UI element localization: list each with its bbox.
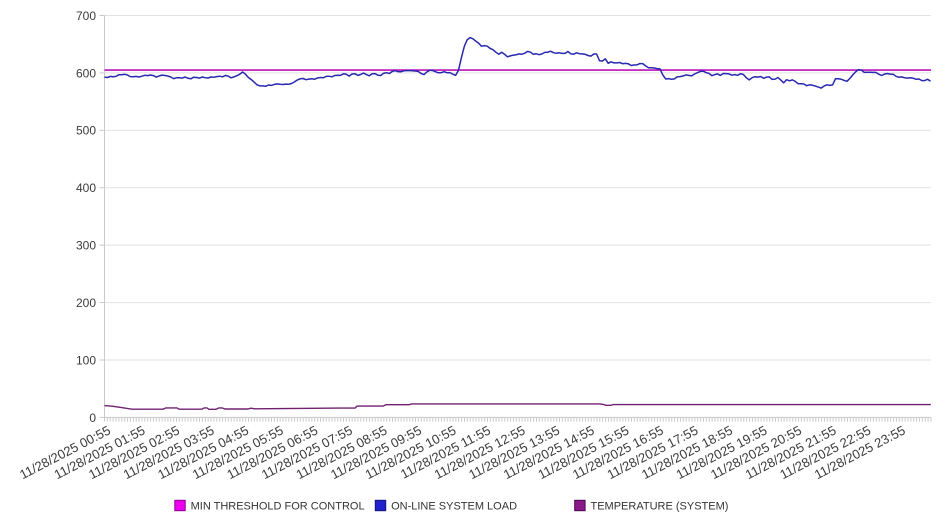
- svg-text:100: 100: [76, 353, 96, 367]
- svg-text:MIN THRESHOLD FOR CONTROL: MIN THRESHOLD FOR CONTROL: [191, 500, 365, 512]
- svg-text:TEMPERATURE (SYSTEM): TEMPERATURE (SYSTEM): [591, 500, 729, 512]
- svg-text:200: 200: [76, 296, 96, 310]
- svg-text:600: 600: [76, 66, 96, 80]
- svg-text:400: 400: [76, 181, 96, 195]
- svg-text:0: 0: [89, 411, 96, 425]
- svg-text:700: 700: [76, 9, 96, 23]
- svg-text:300: 300: [76, 239, 96, 253]
- svg-text:500: 500: [76, 124, 96, 138]
- svg-text:ON-LINE SYSTEM LOAD: ON-LINE SYSTEM LOAD: [391, 500, 517, 512]
